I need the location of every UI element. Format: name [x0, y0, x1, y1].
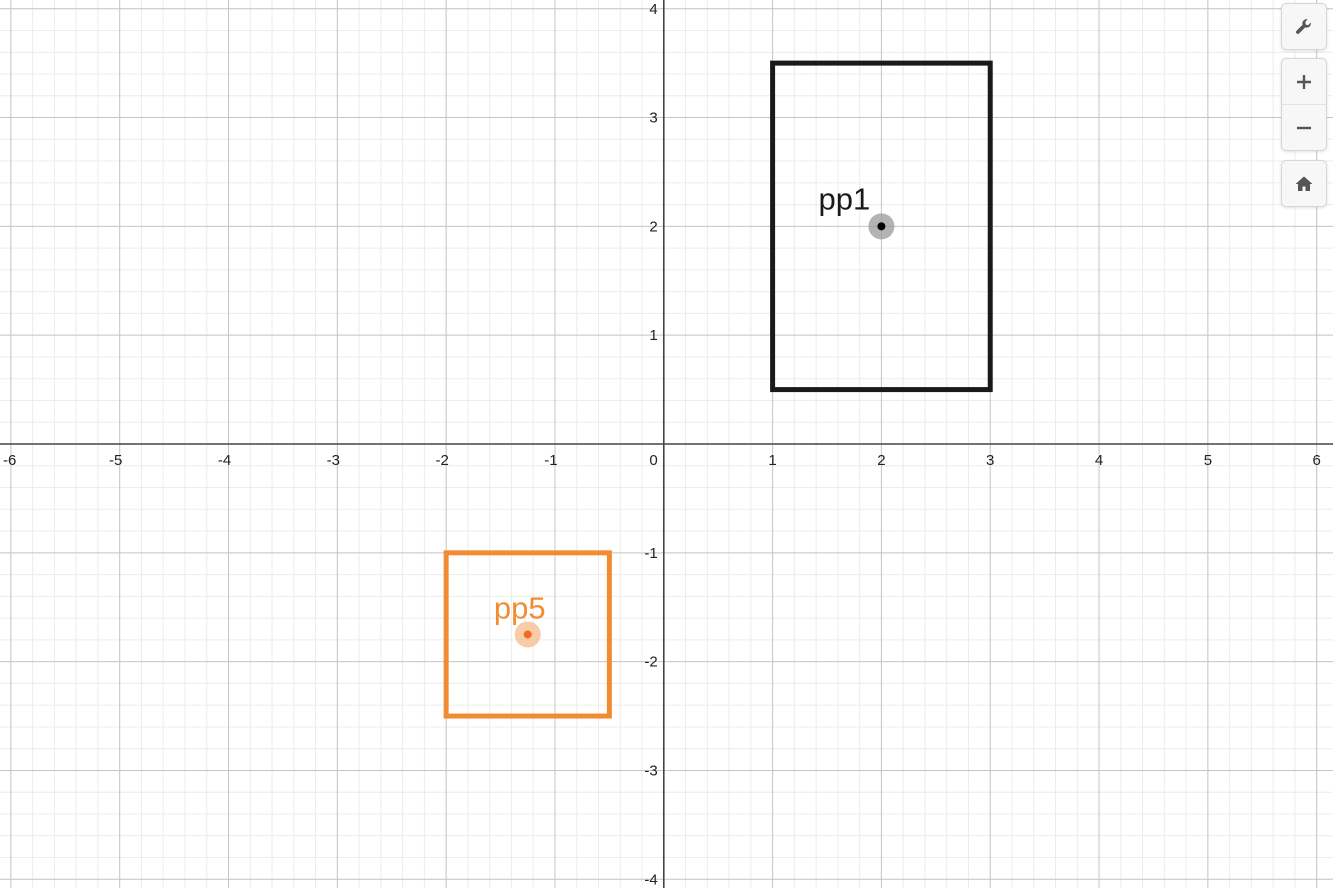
point-label-pp1: pp1 — [819, 181, 871, 216]
plus-icon — [1297, 74, 1311, 89]
x-tick-label: 4 — [1095, 452, 1103, 469]
y-tick-label: -1 — [644, 545, 657, 562]
y-tick-label: 1 — [649, 327, 657, 344]
x-tick-label: 3 — [986, 452, 994, 469]
x-tick-label: 2 — [877, 452, 885, 469]
zoom-in-button[interactable] — [1282, 59, 1326, 104]
x-tick-label: -5 — [109, 452, 122, 469]
x-tick-label: 1 — [768, 452, 776, 469]
shape-pp5[interactable]: pp5 — [443, 550, 612, 719]
tick-labels: -6 -5 -4 -3 -2 -1 0 1 2 3 4 5 6 -4 -3 -2 -1 1 2 3 4 — [3, 1, 1321, 888]
home-icon — [1295, 176, 1313, 191]
x-tick-label: -2 — [435, 452, 448, 469]
plotted-shapes: pp1 pp5 — [443, 60, 993, 719]
x-tick-label: -4 — [218, 452, 231, 469]
y-tick-label: 3 — [649, 110, 657, 127]
graph-settings-button[interactable] — [1282, 4, 1326, 49]
x-tick-label: 5 — [1204, 452, 1212, 469]
y-tick-label: 2 — [649, 218, 657, 235]
point-label-pp5: pp5 — [494, 590, 546, 625]
y-tick-label: 4 — [649, 1, 657, 18]
shape-pp1[interactable]: pp1 — [770, 60, 993, 393]
settings-toolbar — [1281, 3, 1327, 50]
x-tick-label: -1 — [544, 452, 557, 469]
origin-label: 0 — [649, 452, 657, 469]
x-tick-label: -6 — [3, 452, 16, 469]
home-toolbar — [1281, 160, 1327, 207]
y-tick-label: -3 — [644, 762, 657, 779]
zoom-toolbar — [1281, 58, 1327, 151]
point-pp1[interactable] — [877, 222, 886, 231]
rectangle-pp1[interactable] — [770, 60, 993, 393]
x-tick-label: -3 — [327, 452, 340, 469]
y-tick-label: -2 — [644, 654, 657, 671]
rectangle-pp5[interactable] — [443, 550, 612, 719]
default-viewport-button[interactable] — [1282, 161, 1326, 206]
point-pp5[interactable] — [523, 630, 532, 639]
wrench-icon — [1296, 18, 1311, 34]
zoom-out-button[interactable] — [1282, 104, 1326, 150]
x-tick-label: 6 — [1313, 452, 1321, 469]
y-tick-label: -4 — [644, 871, 657, 888]
minus-icon — [1297, 126, 1311, 129]
